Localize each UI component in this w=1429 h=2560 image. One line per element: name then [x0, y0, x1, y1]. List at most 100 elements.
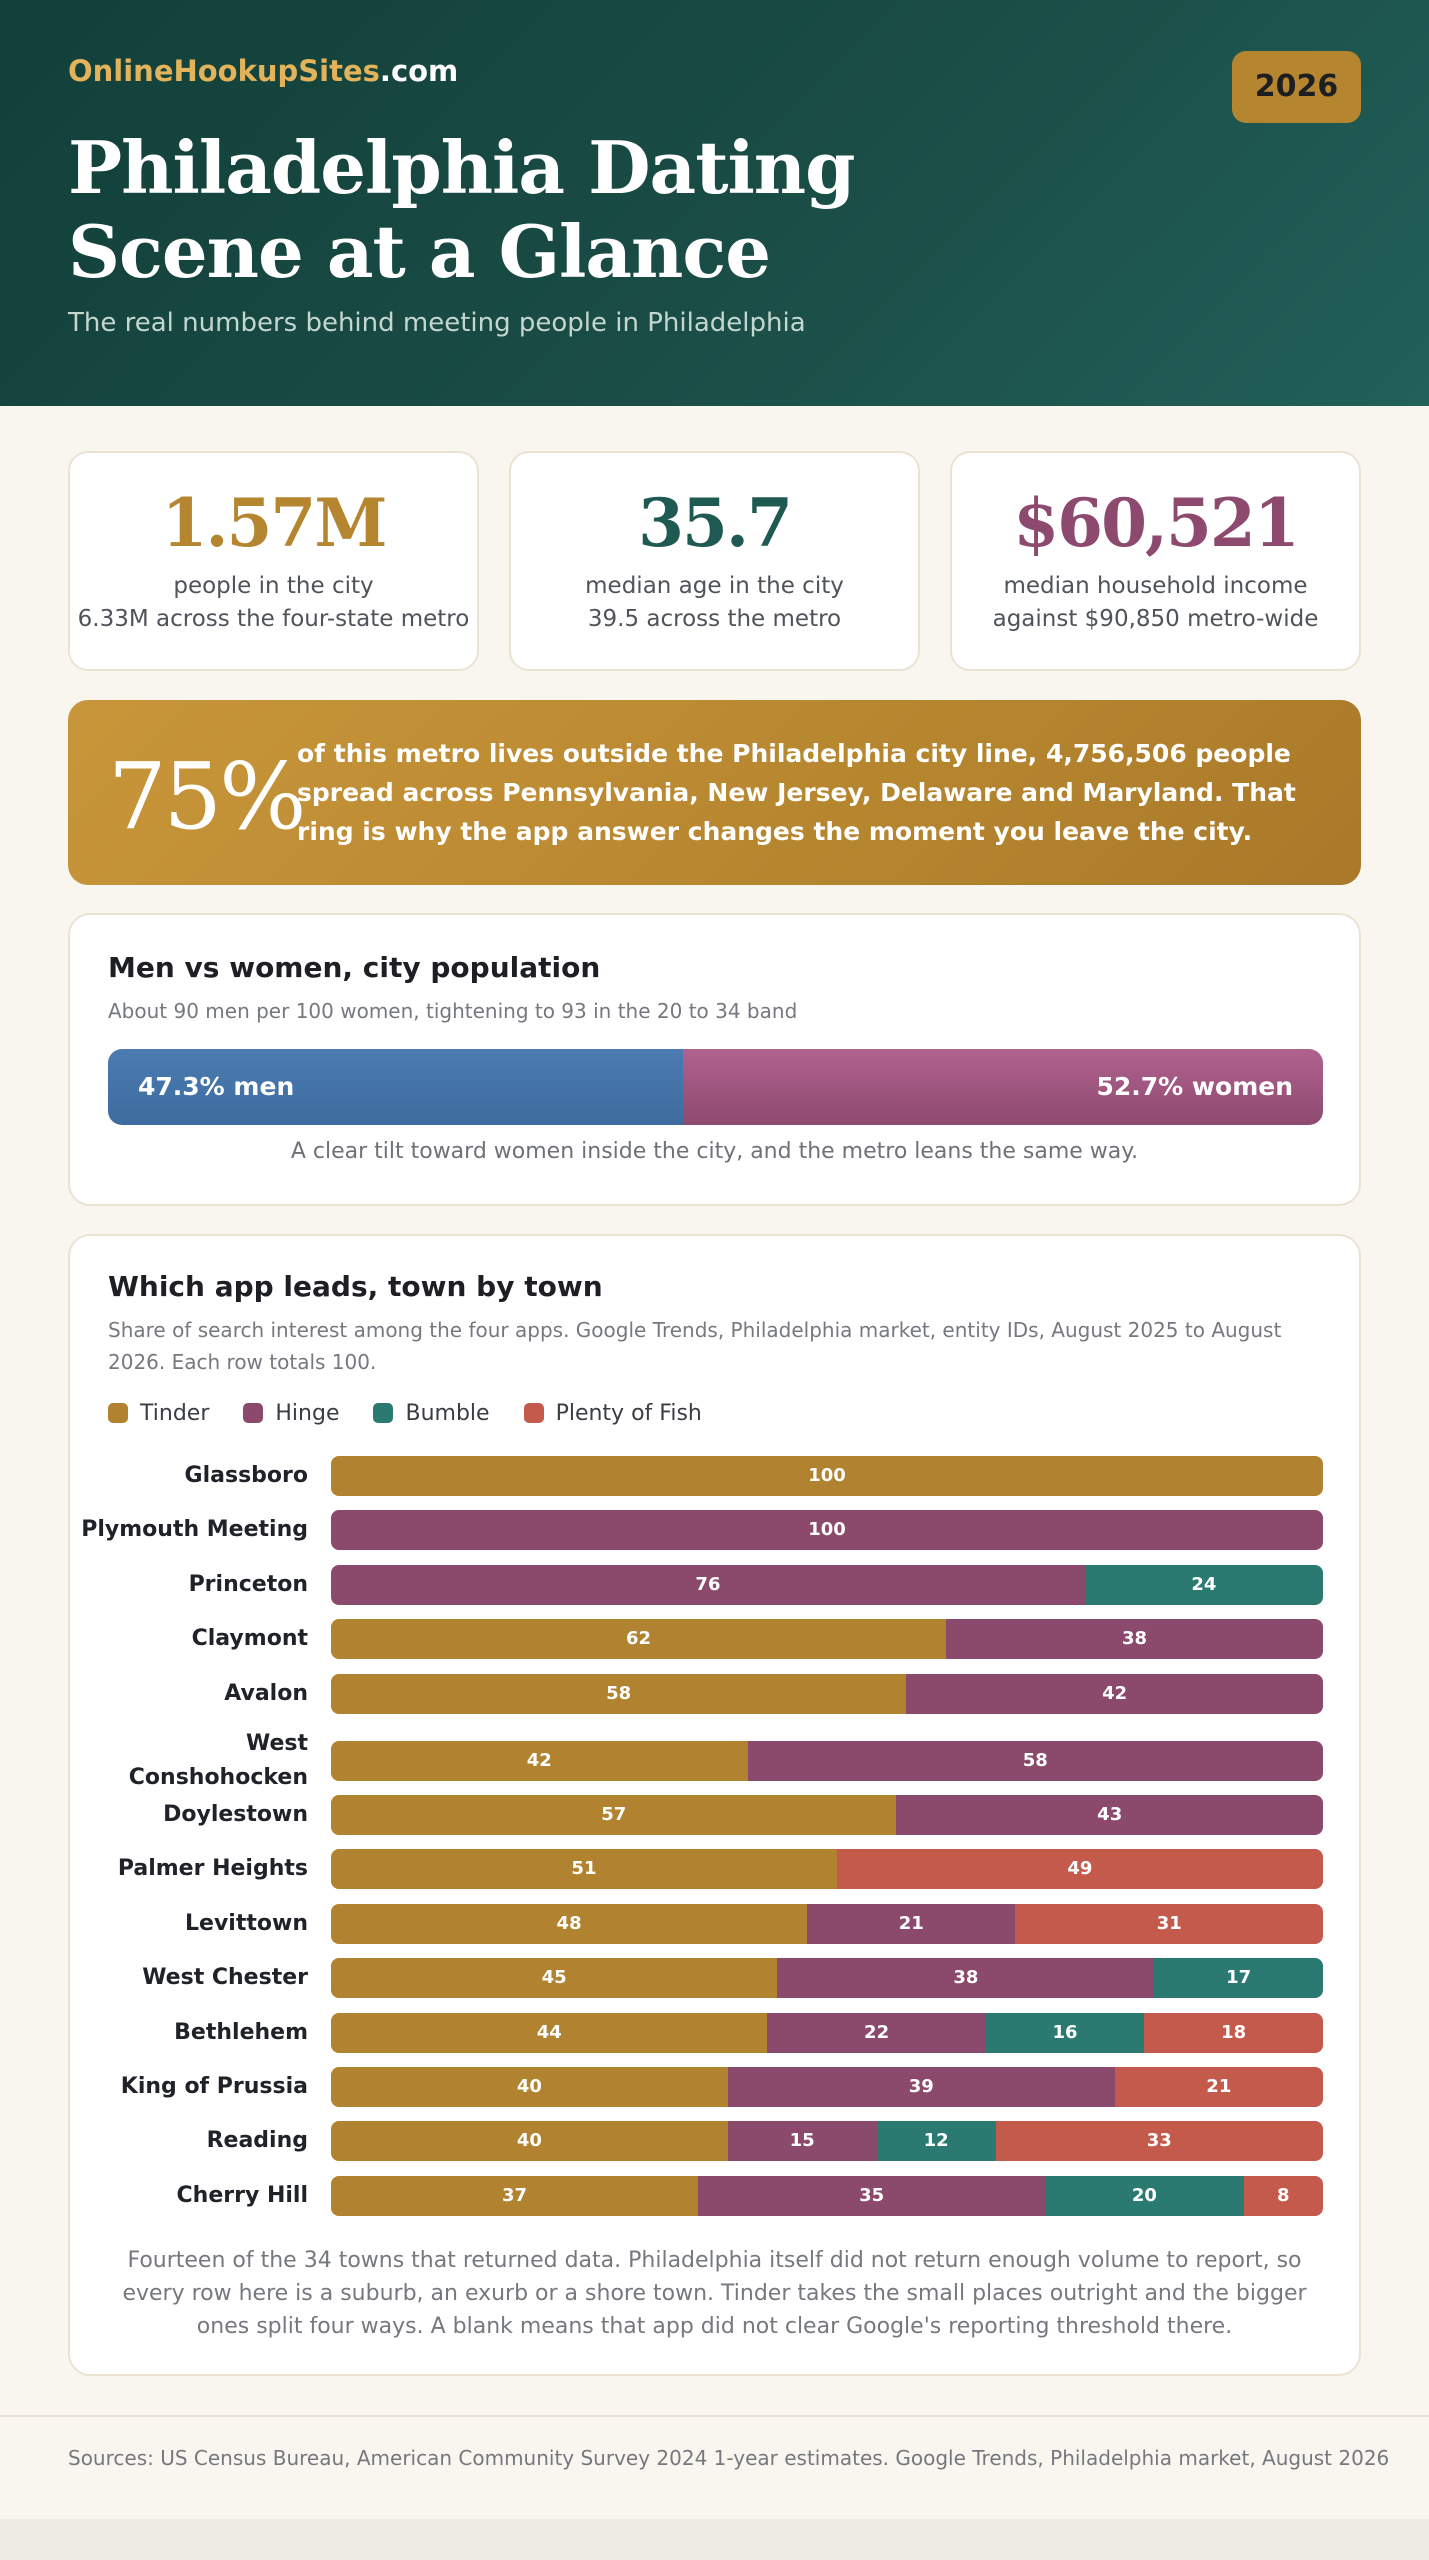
- brand-logo[interactable]: OnlineHookupSites.com: [68, 54, 458, 88]
- chart-row: Reading 40 15 12 33: [70, 2121, 1363, 2162]
- category-label: West Conshohocken: [128, 1731, 308, 1790]
- stat-label: median household income: [1003, 573, 1308, 599]
- stat-value: 1.57M: [161, 484, 388, 562]
- women-segment: [682, 1049, 1323, 1125]
- bar-segment-hinge: 38: [777, 1958, 1155, 1999]
- bar-segment-tinder: 42: [331, 1741, 748, 1781]
- category-label: Claymont: [191, 1626, 308, 1652]
- stacked-bar: 100: [331, 1510, 1323, 1551]
- bar-segment-plenty-of-fish: 49: [836, 1849, 1323, 1890]
- bar-segment-tinder: 45: [331, 1958, 778, 1999]
- category-label: Doylestown: [163, 1801, 308, 1827]
- category-label: Princeton: [188, 1571, 308, 1597]
- chart-row: Levittown 48 21 31: [70, 1903, 1363, 1944]
- chart-title: Which app leads, town by town: [108, 1270, 603, 1303]
- bar-segment-tinder: 57: [331, 1794, 897, 1835]
- stacked-bar: 100: [331, 1456, 1323, 1496]
- chart-row: Cherry Hill 37 35 20 8: [70, 2175, 1363, 2216]
- bar-segment-hinge: 21: [807, 1903, 1016, 1944]
- category-label: Cherry Hill: [176, 2182, 308, 2208]
- stacked-bar: 48 21 31: [331, 1903, 1323, 1944]
- chart-row: West Conshohocken 42 58: [70, 1728, 1363, 1794]
- category-label: Levittown: [185, 1910, 308, 1936]
- bar-segment-hinge: 22: [767, 2012, 986, 2053]
- footer-divider: [0, 2415, 1429, 2417]
- legend-label: Plenty of Fish: [555, 1400, 702, 1426]
- stacked-bar: 40 15 12 33: [331, 2121, 1323, 2162]
- brand-name: OnlineHookupSites: [68, 54, 380, 88]
- stacked-bar: 76 24: [331, 1564, 1323, 1605]
- sources-note: Sources: US Census Bureau, American Comm…: [68, 2446, 1390, 2470]
- stacked-bar: 44 22 16 18: [331, 2012, 1323, 2053]
- gender-note: About 90 men per 100 women, tightening t…: [108, 999, 798, 1023]
- bar-segment-plenty-of-fish: 18: [1144, 2012, 1323, 2053]
- chart-row: Avalon 58 42: [70, 1673, 1363, 1714]
- category-label: Glassboro: [184, 1463, 308, 1488]
- title-line-2: Scene at a Glance: [68, 209, 771, 294]
- stat-value: $60,521: [1013, 484, 1300, 562]
- bar-segment-bumble: 20: [1045, 2175, 1244, 2216]
- chart-subtitle: Share of search interest among the four …: [108, 1318, 1282, 1374]
- chart-legend: Tinder Hinge Bumble Plenty of Fish: [108, 1398, 736, 1428]
- bar-segment-plenty-of-fish: 31: [1015, 1903, 1323, 1944]
- bar-segment-tinder: 100: [331, 1456, 1323, 1496]
- bar-segment-bumble: 12: [876, 2121, 996, 2162]
- stacked-bar: 40 39 21: [331, 2066, 1323, 2107]
- bar-segment-bumble: 24: [1084, 1564, 1323, 1605]
- gender-bar: 47.3% men 52.7% women: [108, 1049, 1323, 1125]
- bar-segment-plenty-of-fish: 21: [1114, 2066, 1323, 2107]
- women-label: 52.7% women: [1096, 1072, 1293, 1101]
- brand-domain: .com: [379, 54, 459, 88]
- bar-segment-bumble: 17: [1154, 1958, 1323, 1999]
- category-label: Bethlehem: [174, 2019, 308, 2045]
- stacked-bar: 37 35 20 8: [331, 2175, 1323, 2216]
- chart-row: Claymont 62 38: [70, 1619, 1363, 1660]
- legend-item-bumble: Bumble: [373, 1401, 490, 1426]
- year-badge: 2026: [1232, 51, 1361, 123]
- legend-item-hinge: Hinge: [243, 1401, 339, 1426]
- chart-row: Princeton 76 24: [70, 1564, 1363, 1605]
- chart-row: Palmer Heights 51 49: [70, 1849, 1363, 1890]
- bar-segment-bumble: 16: [985, 2012, 1145, 2053]
- bar-segment-hinge: 15: [727, 2121, 877, 2162]
- gender-title: Men vs women, city population: [108, 951, 601, 984]
- category-label: King of Prussia: [120, 2073, 308, 2099]
- bar-segment-plenty-of-fish: 8: [1243, 2175, 1323, 2216]
- bar-segment-plenty-of-fish: 33: [995, 2121, 1323, 2162]
- bar-segment-hinge: 58: [747, 1741, 1323, 1781]
- highlight-text: of this metro lives outside the Philadel…: [297, 739, 1296, 846]
- men-label: 47.3% men: [138, 1072, 295, 1101]
- stacked-bar: 45 38 17: [331, 1958, 1323, 1999]
- category-label: Reading: [206, 2128, 308, 2154]
- bar-segment-tinder: 62: [331, 1619, 947, 1660]
- page-title: Philadelphia Dating Scene at a Glance: [68, 126, 968, 294]
- category-label: Plymouth Meeting: [81, 1517, 308, 1543]
- bar-segment-tinder: 48: [331, 1903, 808, 1944]
- stat-card-median-age: 35.7 median age in the city 39.5 across …: [509, 451, 920, 671]
- legend-label: Tinder: [140, 1400, 210, 1426]
- stat-label: median age in the city: [585, 573, 844, 599]
- chart-row: King of Prussia 40 39 21: [70, 2066, 1363, 2107]
- header-banner: OnlineHookupSites.com 2026 Philadelphia …: [0, 0, 1429, 406]
- legend-item-tinder: Tinder: [108, 1401, 209, 1426]
- chart-row: Doylestown 57 43: [70, 1794, 1363, 1835]
- legend-swatch: [373, 1403, 394, 1423]
- chart-row: Plymouth Meeting 100: [70, 1510, 1363, 1551]
- category-label: West Chester: [142, 1965, 308, 1991]
- stacked-bar: 51 49: [331, 1849, 1323, 1890]
- legend-swatch: [523, 1403, 544, 1423]
- legend-label: Hinge: [275, 1400, 340, 1426]
- bar-segment-hinge: 76: [331, 1564, 1085, 1605]
- bar-segment-hinge: 35: [698, 2175, 1046, 2216]
- legend-swatch: [108, 1403, 128, 1423]
- chart-row: Bethlehem 44 22 16 18: [70, 2012, 1363, 2053]
- bar-segment-tinder: 51: [331, 1849, 837, 1890]
- chart-row: West Chester 45 38 17: [70, 1958, 1363, 1999]
- bar-segment-hinge: 39: [727, 2066, 1115, 2107]
- category-label: Avalon: [224, 1680, 308, 1706]
- bar-segment-hinge: 100: [331, 1510, 1323, 1551]
- page-subtitle: The real numbers behind meeting people i…: [68, 308, 806, 338]
- stat-detail: 6.33M across the four-state metro: [77, 606, 470, 632]
- bar-segment-tinder: 44: [331, 2012, 768, 2053]
- bar-segment-hinge: 38: [946, 1619, 1323, 1660]
